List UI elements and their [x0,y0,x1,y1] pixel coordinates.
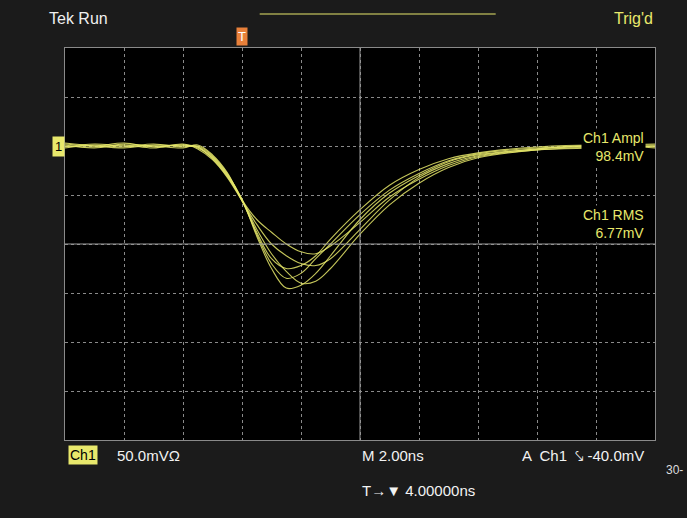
svg-text:50.0mVΩ: 50.0mVΩ [117,447,180,464]
svg-text:30-: 30- [666,463,683,477]
svg-text:Trig'd: Trig'd [614,10,653,27]
svg-text:Tek Run: Tek Run [49,10,108,27]
svg-text:Ch1 Ampl98.4mV: Ch1 Ampl98.4mV [583,130,644,164]
svg-text:M 2.00ns: M 2.00ns [362,447,424,464]
svg-text:T: T [238,29,246,44]
svg-text:1: 1 [55,139,62,154]
svg-text:A Ch1 ⤥ -40.0mV: A Ch1 ⤥ -40.0mV [522,447,644,464]
svg-text:Ch1 RMS6.77mV: Ch1 RMS6.77mV [583,207,644,241]
svg-text:Ch1: Ch1 [70,447,96,463]
svg-text:T→▼ 4.00000ns: T→▼ 4.00000ns [362,482,475,499]
